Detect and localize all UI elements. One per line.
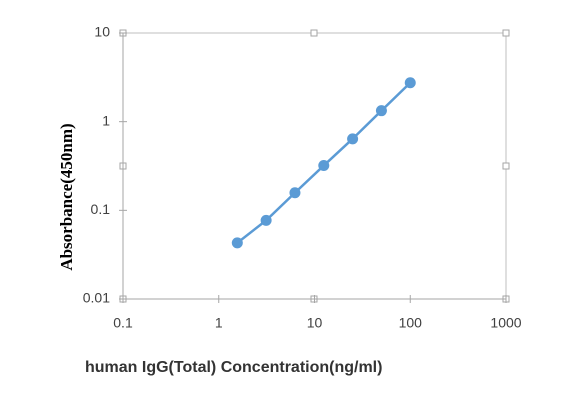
- x-tick-label: 1000: [490, 315, 521, 331]
- x-tick-label: 0.1: [113, 315, 133, 331]
- data-point: [260, 214, 272, 226]
- x-tick-label: 1: [215, 315, 223, 331]
- x-axis-title: human IgG(Total) Concentration(ng/ml): [85, 359, 382, 376]
- x-tick-label: 10: [307, 315, 323, 331]
- data-point: [231, 237, 243, 249]
- y-tick-label: 0.01: [83, 290, 110, 306]
- y-tick-label: 10: [94, 24, 110, 40]
- data-point: [375, 105, 387, 117]
- plot-frame: [122, 32, 507, 300]
- data-point: [404, 77, 416, 89]
- selection-handles: [119, 29, 510, 303]
- y-axis-title: Absorbance(450nm): [57, 123, 76, 270]
- data-point: [347, 133, 359, 145]
- data-point: [318, 160, 330, 172]
- y-tick-label: 0.1: [91, 201, 111, 217]
- data-point: [289, 187, 301, 199]
- x-tick-label: 100: [399, 315, 423, 331]
- y-tick-label: 1: [102, 112, 110, 128]
